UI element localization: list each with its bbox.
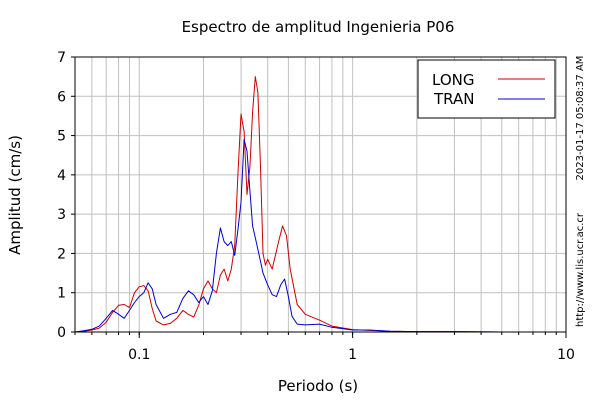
grid-lines [75,57,566,332]
x-tick-label: 0.1 [128,347,150,363]
x-tick-label: 10 [557,347,575,363]
y-tick-label: 3 [57,207,66,223]
series-lines [74,76,566,333]
series-line-long [74,76,566,333]
series-line-tran [74,139,566,333]
x-axis-label: Periodo (s) [278,377,358,395]
y-tick-label: 1 [57,286,66,302]
y-tick-label: 2 [57,246,66,262]
y-tick-label: 5 [57,129,66,145]
timestamp-label: 2023-01-17 05:08:37 AM [575,56,586,181]
source-url-label: http://www.lis.ucr.ac.cr [575,212,586,327]
y-tick-label: 4 [57,168,66,184]
axis-ticks: 0 1 2 3 4 5 6 7 0.1 1 10 [57,50,575,363]
y-axis-label: Amplitud (cm/s) [6,135,24,255]
chart-title: Espectro de amplitud Ingenieria P06 [182,18,455,36]
y-tick-label: 0 [57,325,66,341]
legend-box [417,59,556,119]
legend-label-long: LONG [432,71,474,89]
legend-label-tran: TRAN [433,90,474,108]
y-tick-label: 6 [57,89,66,105]
x-tick-label: 1 [348,347,357,363]
plot-area-frame [74,56,567,333]
y-tick-label: 7 [57,50,66,66]
legend: LONG TRAN [417,59,556,119]
